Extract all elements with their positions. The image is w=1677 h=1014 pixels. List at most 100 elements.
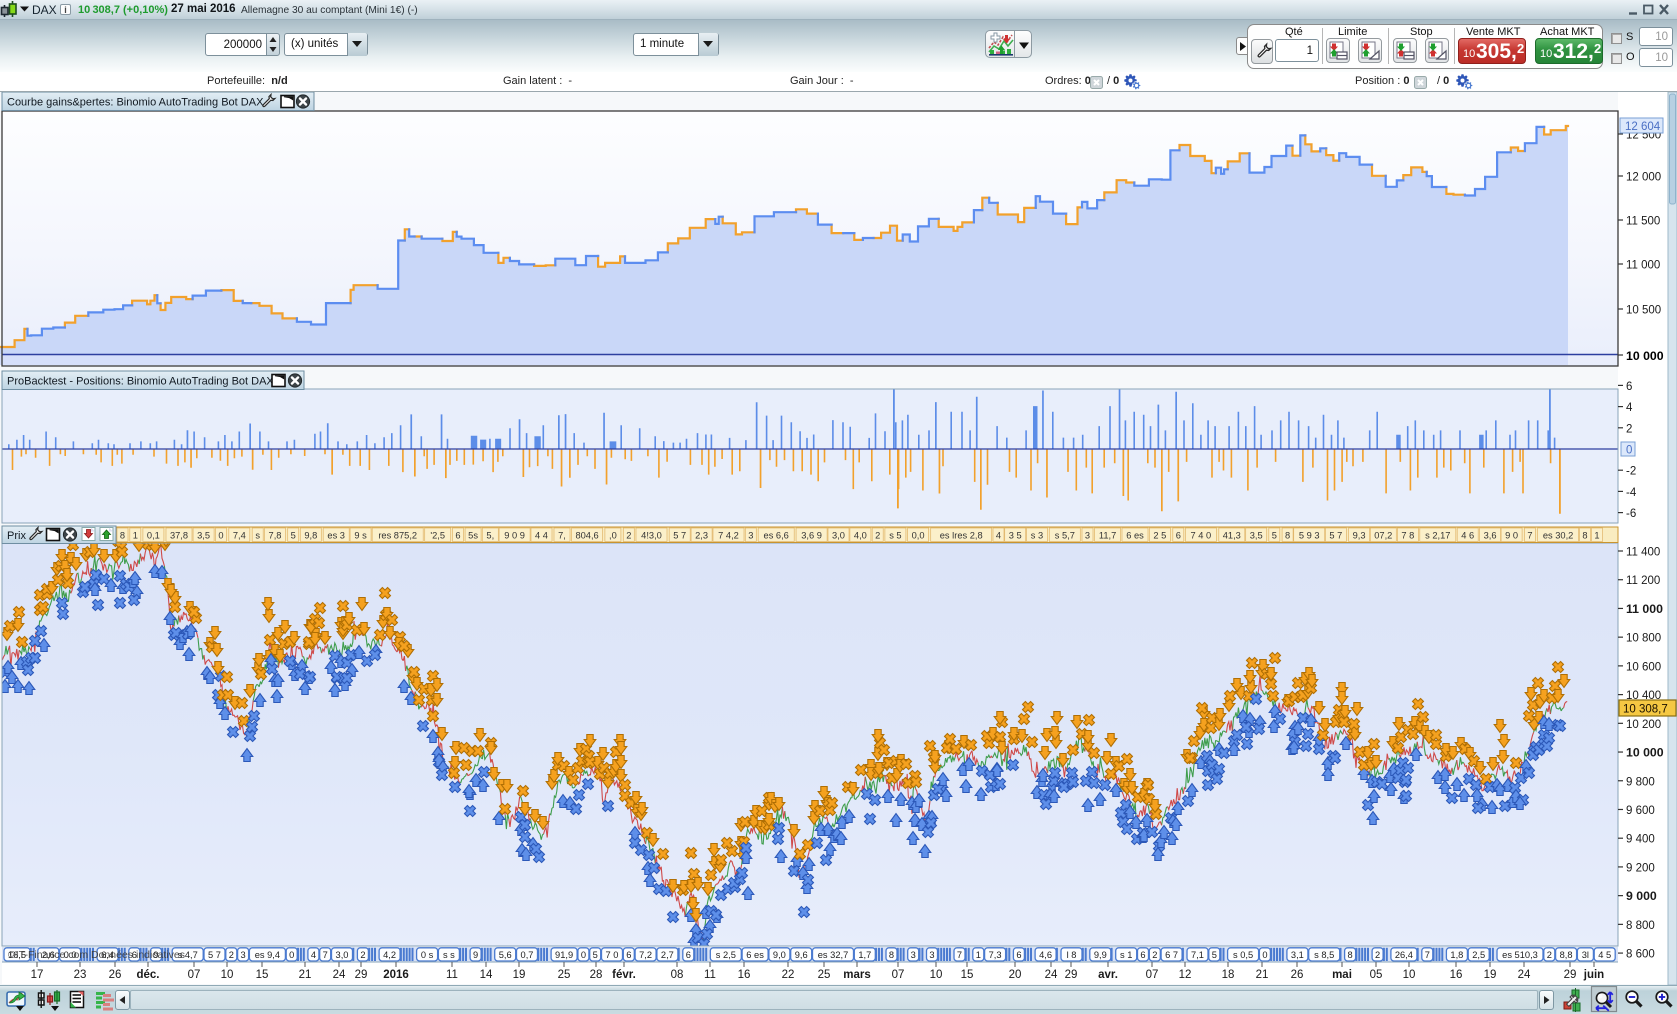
svg-text:10 308,7: 10 308,7 [1623, 704, 1668, 716]
svg-text:16,5: 16,5 [8, 950, 26, 960]
svg-text:s 0,5: s 0,5 [1233, 950, 1253, 960]
svg-text:,0: ,0 [609, 531, 617, 541]
svg-text:ProBacktest - Positions: Binom: ProBacktest - Positions: Binomio AutoTra… [7, 376, 274, 388]
svg-text:6: 6 [1140, 950, 1145, 960]
svg-text:s 8,5: s 8,5 [1314, 950, 1334, 960]
svg-text:9 200: 9 200 [1626, 862, 1655, 874]
svg-text:3l: 3l [1582, 950, 1589, 960]
svg-text:s 5: s 5 [889, 531, 901, 541]
svg-text:2: 2 [360, 950, 365, 960]
svg-text:-4: -4 [1626, 487, 1637, 499]
svg-text:6 es: 6 es [746, 950, 764, 960]
svg-text:2: 2 [1626, 423, 1632, 435]
svg-text:10: 10 [930, 969, 943, 981]
svg-text:7 8: 7 8 [1401, 531, 1414, 541]
svg-text:11: 11 [446, 969, 458, 981]
svg-text:1: 1 [1594, 531, 1599, 541]
svg-text:29: 29 [1564, 969, 1577, 981]
svg-text:29: 29 [355, 969, 368, 981]
svg-text:3: 3 [1085, 531, 1090, 541]
svg-text:9 600: 9 600 [1626, 805, 1655, 817]
svg-text:0 s: 0 s [421, 950, 434, 960]
svg-text:2: 2 [229, 950, 234, 960]
svg-text:8: 8 [889, 950, 894, 960]
svg-text:37,8: 37,8 [170, 531, 188, 541]
svg-text:7,8: 7,8 [269, 531, 282, 541]
svg-text:5 9 3: 5 9 3 [1299, 531, 1320, 541]
svg-text:0: 0 [289, 950, 294, 960]
svg-text:5 7: 5 7 [208, 950, 221, 960]
svg-text:10 800: 10 800 [1626, 633, 1661, 645]
svg-text:3,0: 3,0 [336, 950, 349, 960]
svg-text:9 s: 9 s [354, 531, 367, 541]
svg-text:15: 15 [961, 969, 974, 981]
svg-text:9 0 9: 9 0 9 [504, 531, 525, 541]
svg-text:s s: s s [443, 950, 455, 960]
svg-text:07: 07 [188, 969, 201, 981]
svg-text:2: 2 [875, 531, 880, 541]
svg-text:0: 0 [218, 531, 223, 541]
svg-text:7,3: 7,3 [989, 950, 1002, 960]
svg-text:21: 21 [1256, 969, 1269, 981]
svg-text:26: 26 [1291, 969, 1304, 981]
svg-text:5 7: 5 7 [673, 531, 686, 541]
svg-text:6: 6 [686, 950, 691, 960]
svg-text:1: 1 [976, 950, 981, 960]
svg-text:4 5: 4 5 [1598, 950, 1611, 960]
svg-text:févr.: févr. [612, 969, 636, 981]
svg-text:3: 3 [748, 531, 753, 541]
svg-text:4 6: 4 6 [1461, 531, 1474, 541]
svg-text:20: 20 [1009, 969, 1022, 981]
svg-text:11 200: 11 200 [1626, 575, 1660, 587]
svg-text:3,0: 3,0 [832, 531, 845, 541]
svg-text:26,4: 26,4 [1395, 950, 1413, 960]
svg-text:16: 16 [1450, 969, 1463, 981]
svg-text:juin: juin [1583, 969, 1604, 981]
svg-text:2 5: 2 5 [1153, 531, 1166, 541]
svg-text:es 30,2: es 30,2 [1543, 531, 1574, 541]
svg-text:5 7: 5 7 [1329, 531, 1342, 541]
svg-text:s 5,7: s 5,7 [1055, 531, 1075, 541]
svg-text:8: 8 [120, 531, 125, 541]
svg-text:3,1: 3,1 [1291, 950, 1304, 960]
svg-text:0: 0 [1262, 950, 1267, 960]
svg-text:7: 7 [1527, 531, 1532, 541]
svg-text:9: 9 [153, 950, 158, 960]
svg-text:7: 7 [323, 950, 328, 960]
svg-text:1,8: 1,8 [1450, 950, 1463, 960]
svg-text:'2,5: '2,5 [430, 531, 445, 541]
svg-text:7,2: 7,2 [639, 950, 652, 960]
svg-text:19: 19 [513, 969, 526, 981]
svg-text:24: 24 [333, 969, 346, 981]
svg-text:6: 6 [455, 531, 460, 541]
svg-text:05: 05 [1370, 969, 1383, 981]
svg-text:4 4: 4 4 [535, 531, 548, 541]
svg-text:1,7: 1,7 [858, 950, 871, 960]
svg-text:08: 08 [671, 969, 684, 981]
svg-text:11 500: 11 500 [1626, 216, 1660, 228]
svg-text:9,8: 9,8 [304, 531, 317, 541]
svg-text:07: 07 [892, 969, 905, 981]
svg-text:3 5: 3 5 [1009, 531, 1022, 541]
svg-text:4,6: 4,6 [1039, 950, 1052, 960]
svg-text:24: 24 [1518, 969, 1531, 981]
svg-text:25: 25 [558, 969, 571, 981]
svg-text:8,8: 8,8 [1560, 950, 1573, 960]
svg-text:4: 4 [311, 950, 316, 960]
svg-text:es 6,6: es 6,6 [764, 531, 789, 541]
svg-text:11,7: 11,7 [1099, 531, 1116, 541]
svg-text:26: 26 [109, 969, 122, 981]
svg-text:4: 4 [1626, 402, 1633, 414]
svg-text:3: 3 [241, 950, 246, 960]
svg-text:9: 9 [473, 950, 478, 960]
svg-text:3,5: 3,5 [1250, 531, 1263, 541]
svg-text:2,6: 2,6 [42, 950, 55, 960]
svg-text:15: 15 [256, 969, 269, 981]
svg-text:2: 2 [1152, 950, 1157, 960]
svg-text:0,7: 0,7 [521, 950, 534, 960]
svg-text:25: 25 [818, 969, 831, 981]
svg-text:3,6 9: 3,6 9 [801, 531, 822, 541]
svg-text:0,0: 0,0 [912, 531, 925, 541]
svg-text:es 510,3: es 510,3 [1502, 950, 1538, 960]
svg-text:8 600: 8 600 [1626, 949, 1655, 961]
